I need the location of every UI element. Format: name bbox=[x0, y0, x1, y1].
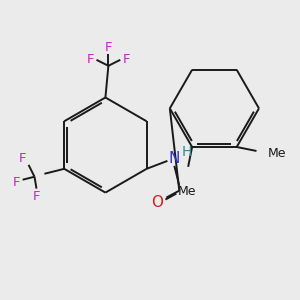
Text: F: F bbox=[87, 53, 94, 66]
Text: F: F bbox=[19, 152, 26, 165]
Text: O: O bbox=[152, 195, 164, 210]
Text: H: H bbox=[182, 145, 192, 159]
Text: Me: Me bbox=[267, 147, 286, 161]
Text: Me: Me bbox=[178, 184, 196, 198]
Text: F: F bbox=[33, 190, 40, 203]
Text: F: F bbox=[122, 53, 130, 66]
Text: F: F bbox=[13, 176, 20, 189]
Text: N: N bbox=[169, 152, 180, 166]
Text: F: F bbox=[105, 41, 112, 55]
